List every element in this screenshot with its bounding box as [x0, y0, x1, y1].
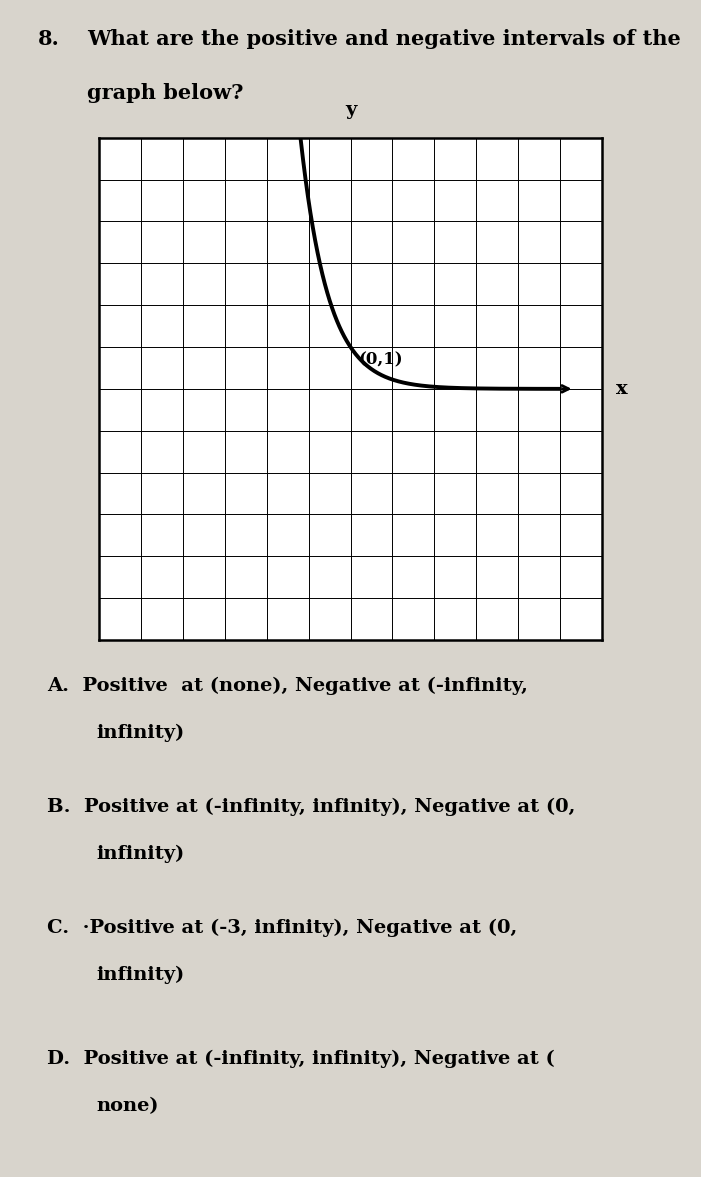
Text: 8.: 8. — [38, 29, 60, 49]
Text: y: y — [345, 101, 356, 119]
Text: B.  Positive at (-infinity, infinity), Negative at (0,: B. Positive at (-infinity, infinity), Ne… — [48, 798, 576, 816]
Text: infinity): infinity) — [97, 724, 185, 743]
Text: graph below?: graph below? — [87, 82, 243, 102]
Text: A.  Positive  at (none), Negative at (-infinity,: A. Positive at (none), Negative at (-inf… — [48, 677, 529, 696]
Text: infinity): infinity) — [97, 845, 185, 863]
Text: x: x — [616, 380, 628, 398]
Text: (0,1): (0,1) — [359, 351, 404, 368]
Text: What are the positive and negative intervals of the: What are the positive and negative inter… — [87, 29, 681, 49]
Text: infinity): infinity) — [97, 965, 185, 984]
Text: C.  ·Positive at (-3, infinity), Negative at (0,: C. ·Positive at (-3, infinity), Negative… — [48, 918, 517, 937]
Text: D.  Positive at (-infinity, infinity), Negative at (: D. Positive at (-infinity, infinity), Ne… — [48, 1050, 555, 1068]
Text: none): none) — [97, 1097, 159, 1115]
